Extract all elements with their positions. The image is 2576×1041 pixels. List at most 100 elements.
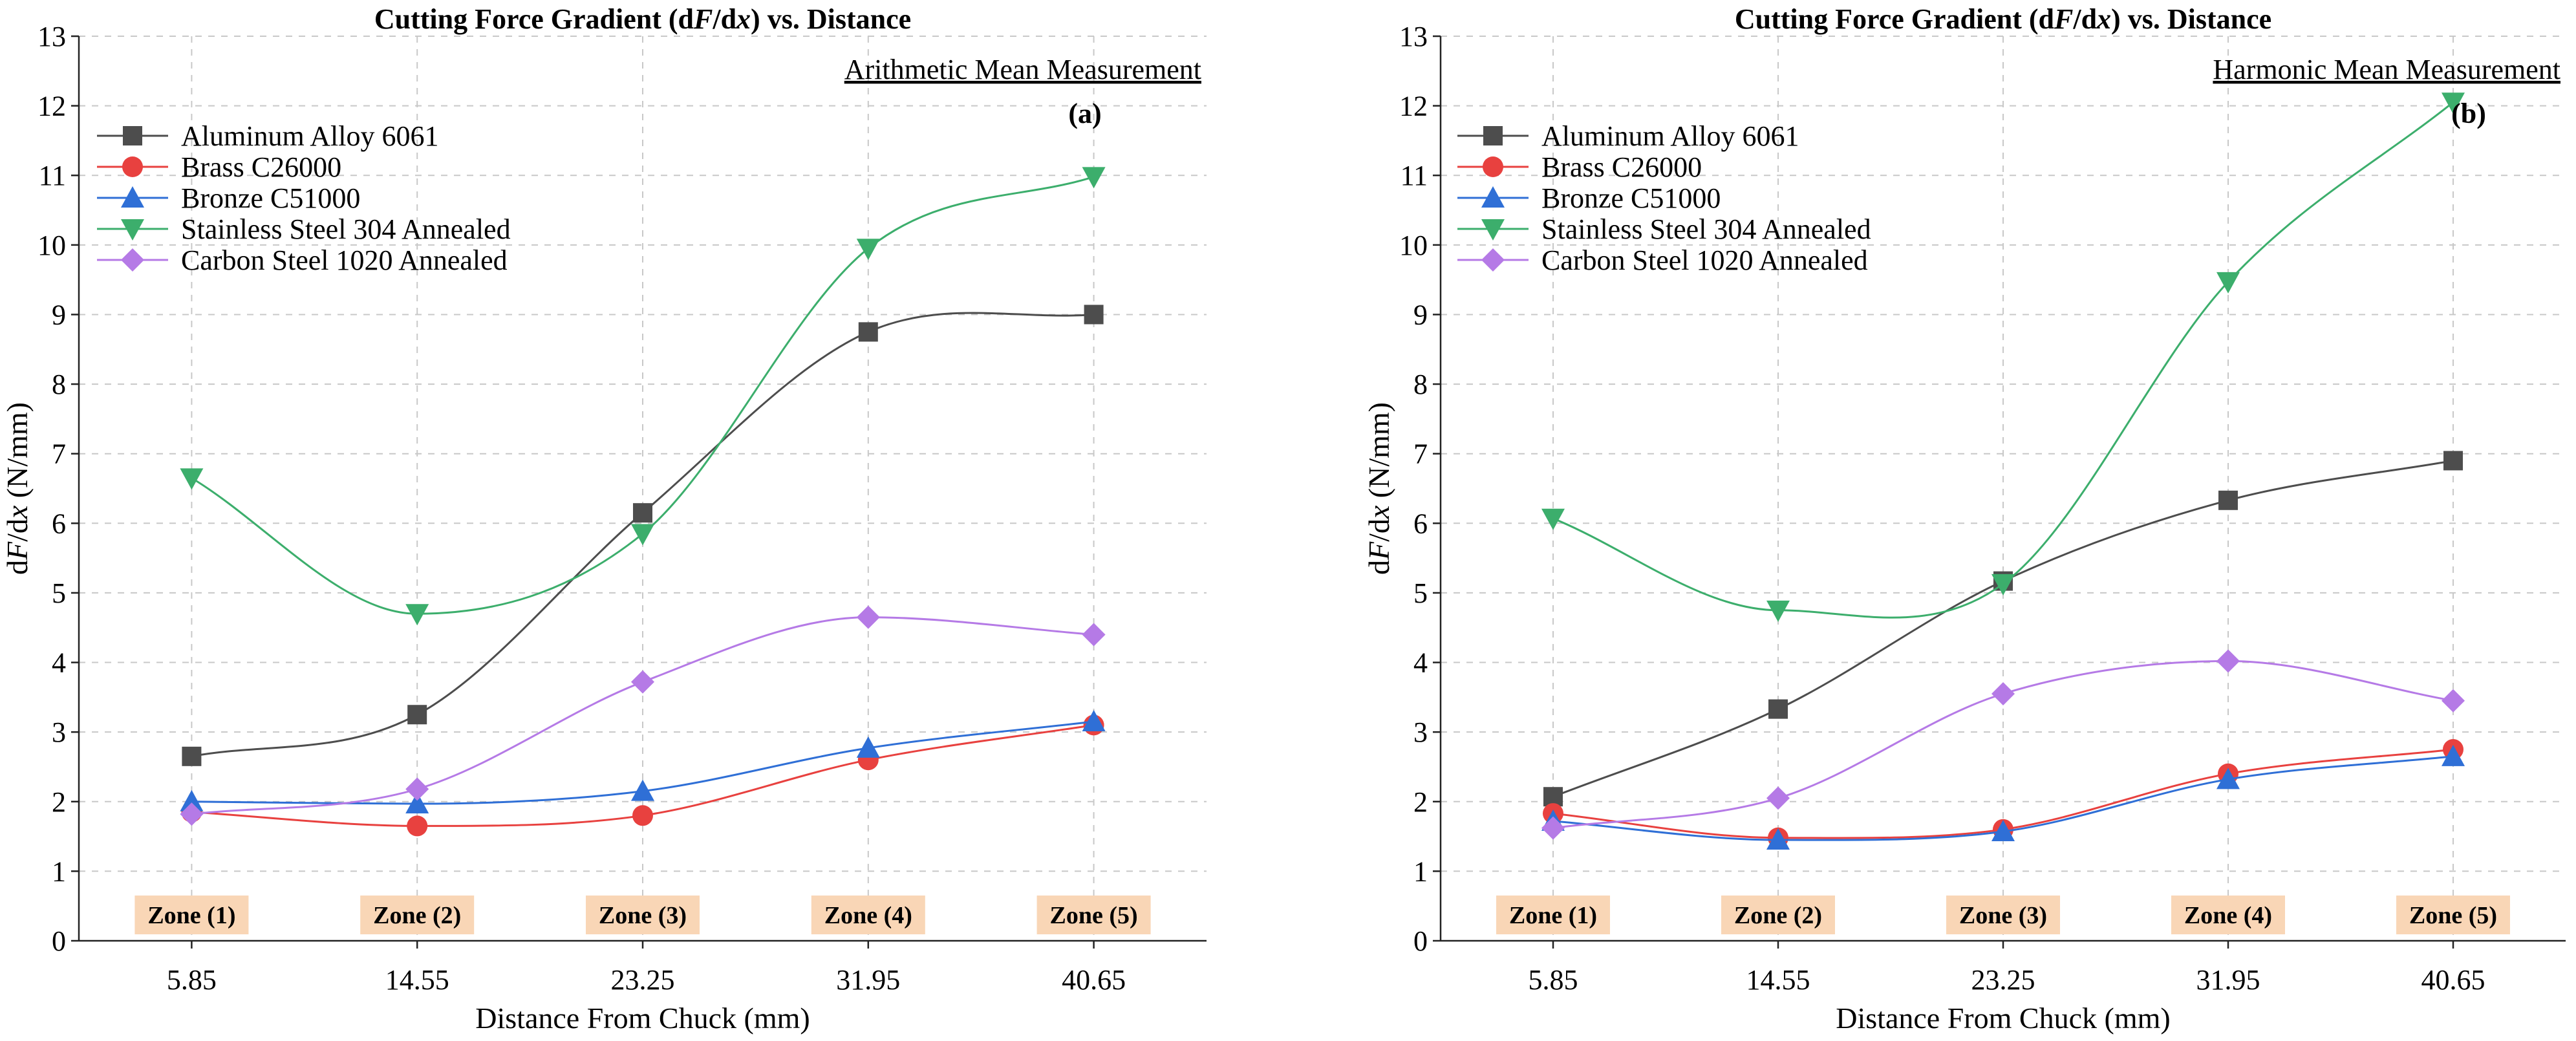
legend-item: Brass C26000 [97, 151, 341, 183]
legend-item: Bronze C51000 [1457, 182, 1721, 214]
legend-label: Stainless Steel 304 Annealed [181, 213, 511, 245]
chart-title-part: ) vs. Distance [751, 3, 911, 35]
data-point [1541, 508, 1565, 530]
y-tick-label: 11 [1401, 160, 1428, 191]
zone-text: Zone (3) [599, 902, 687, 929]
x-tick-label: 23.25 [1971, 964, 2035, 996]
y-tick-label: 4 [52, 647, 66, 679]
zone-box [811, 896, 925, 934]
data-point [2218, 490, 2238, 510]
y-axis-title-part: /d [1, 519, 34, 542]
y-axis-title-part: d [1362, 560, 1395, 575]
y-tick-label: 13 [1399, 21, 1428, 52]
x-axis-title: Distance From Chuck (mm) [1836, 1002, 2170, 1035]
data-point [180, 468, 204, 490]
y-axis-title-part: /d [1362, 519, 1395, 542]
legend-marker [123, 126, 142, 145]
legend-label: Carbon Steel 1020 Annealed [181, 244, 508, 276]
data-point [407, 705, 427, 725]
y-tick-label: 12 [38, 91, 66, 122]
zone-text: Zone (4) [2184, 902, 2272, 929]
y-tick-label: 12 [1399, 91, 1428, 122]
legend-marker [121, 248, 144, 272]
x-tick-label: 5.85 [167, 964, 217, 996]
series-carbon-steel-1020-annealed [1541, 649, 2465, 840]
zone-text: Zone (1) [1509, 902, 1597, 929]
data-point [405, 604, 429, 626]
legend-item: Carbon Steel 1020 Annealed [1457, 244, 1868, 276]
y-tick-label: 8 [52, 369, 66, 400]
legend-marker [1481, 219, 1505, 241]
data-point [1991, 574, 2015, 596]
data-point [1766, 828, 1790, 850]
legend-label: Carbon Steel 1020 Annealed [1541, 244, 1868, 276]
data-point [631, 524, 654, 546]
data-point [2216, 767, 2240, 789]
zone-label: Zone (3) [586, 896, 700, 934]
data-point [1991, 681, 2015, 705]
y-tick-label: 0 [52, 925, 66, 957]
data-point [1541, 816, 1565, 840]
zone-box [2171, 896, 2285, 934]
zone-box [586, 896, 700, 934]
x-tick-label: 31.95 [2196, 964, 2260, 996]
zone-text: Zone (5) [1050, 902, 1138, 929]
y-tick-label: 3 [1413, 716, 1428, 748]
series-aluminum-alloy-6061 [182, 305, 1104, 766]
legend-marker [121, 219, 144, 241]
legend-marker [1481, 248, 1505, 272]
y-tick-label: 0 [1413, 925, 1428, 957]
data-point [180, 802, 204, 826]
data-point [1991, 820, 2015, 842]
zone-text: Zone (2) [373, 902, 461, 929]
data-point [858, 322, 878, 342]
data-point [856, 605, 880, 629]
legend-item: Aluminum Alloy 6061 [97, 120, 438, 152]
y-tick-label: 2 [52, 786, 66, 818]
legend-marker [1483, 126, 1503, 145]
legend-item: Stainless Steel 304 Annealed [1457, 213, 1871, 245]
x-tick-label: 14.55 [385, 964, 449, 996]
zone-box [1496, 896, 1610, 934]
y-tick-label: 1 [52, 855, 66, 887]
data-point [633, 503, 652, 523]
y-tick-label: 1 [1413, 855, 1428, 887]
zone-label: Zone (2) [360, 896, 475, 934]
zone-label: Zone (4) [2171, 896, 2285, 934]
chart-title: Cutting Force Gradient (dF/dx) vs. Dista… [374, 3, 911, 35]
y-tick-label: 9 [1413, 299, 1428, 330]
data-point [182, 746, 202, 766]
y-tick-label: 4 [1413, 647, 1428, 679]
legend-label: Bronze C51000 [181, 182, 360, 214]
zone-box [2396, 896, 2510, 934]
data-point [2216, 272, 2240, 294]
chart-title-part: Cutting Force Gradient (d [374, 3, 694, 35]
legend-label: Brass C26000 [1541, 151, 1702, 183]
y-tick-label: 5 [1413, 577, 1428, 609]
data-point [1766, 786, 1790, 810]
legend-marker [121, 186, 144, 208]
chart-title-part: x [736, 3, 751, 35]
zone-text: Zone (4) [824, 902, 912, 929]
x-tick-label: 14.55 [1746, 964, 1810, 996]
legend-item: Bronze C51000 [97, 182, 360, 214]
chart-title-part: F [2054, 3, 2073, 35]
chart-subtitle: Harmonic Mean Measurement [2213, 54, 2560, 85]
legend-item: Carbon Steel 1020 Annealed [97, 244, 508, 276]
legend-item: Aluminum Alloy 6061 [1457, 120, 1799, 152]
y-axis-title-part: (N/mm) [1362, 402, 1395, 506]
series-stainless-steel-304-annealed [1541, 92, 2465, 622]
data-point [180, 789, 204, 811]
zone-label: Zone (2) [1721, 896, 1835, 934]
zone-label: Zone (1) [134, 896, 249, 934]
zone-label: Zone (5) [1036, 896, 1151, 934]
x-tick-label: 23.25 [611, 964, 675, 996]
series-line [1552, 460, 2454, 798]
data-point [1084, 305, 1104, 325]
chart-title-part: F [693, 3, 713, 35]
y-tick-label: 13 [38, 21, 66, 52]
